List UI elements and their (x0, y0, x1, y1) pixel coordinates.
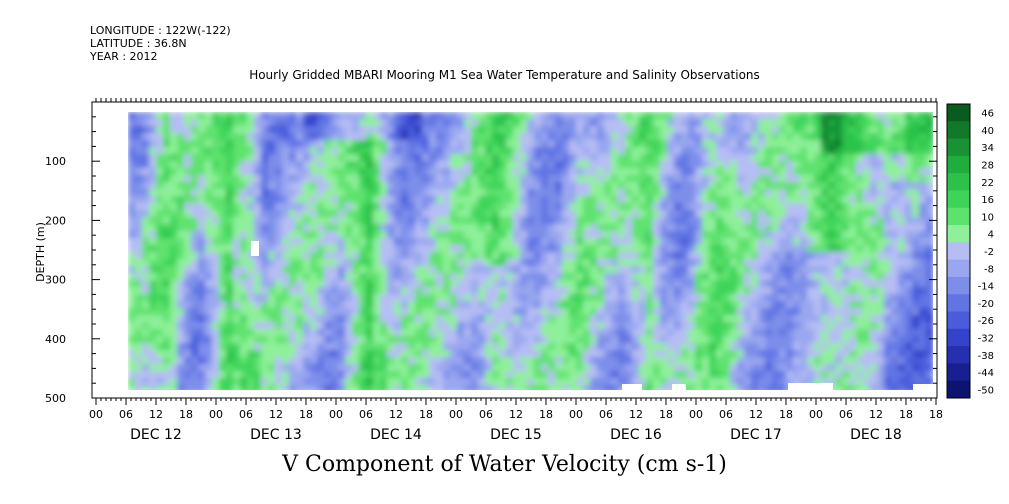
colorbar-swatch (947, 259, 970, 278)
colorbar-label: -50 (978, 385, 994, 396)
colorbar-label: -14 (978, 282, 994, 293)
x-hour-label: 00 (809, 408, 823, 421)
y-tick-label: 200 (45, 214, 66, 227)
x-hour-label: 06 (719, 408, 733, 421)
x-day-label: DEC 15 (490, 427, 542, 443)
colorbar-swatch (947, 104, 970, 122)
colorbar-swatch (947, 242, 970, 261)
x-hour-label: 06 (239, 408, 253, 421)
colorbar-swatch (947, 173, 970, 191)
x-hour-label: 12 (389, 408, 403, 421)
x-hour-label: 06 (839, 408, 853, 421)
x-hour-label: 00 (209, 408, 223, 421)
top-tick-marks (95, 98, 937, 102)
x-hour-label: 12 (509, 408, 523, 421)
colorbar-label: 40 (981, 126, 994, 137)
colorbar-swatch (947, 294, 970, 313)
chart-title: Hourly Gridded MBARI Mooring M1 Sea Wate… (249, 68, 760, 82)
colorbar-swatch (947, 328, 970, 347)
colorbar-label: -44 (978, 368, 994, 379)
colorbar-label: 16 (981, 195, 994, 206)
x-axis: 00 06 12 18 00 06 12 18 00 06 12 18 00 06 12 18 00 06 12 18… (89, 398, 943, 443)
chart-caption: V Component of Water Velocity (cm s-1) (282, 452, 727, 477)
colorbar-label: 34 (981, 143, 994, 154)
latitude-label: LATITUDE : 36.8N (90, 37, 187, 50)
colorbar-label: -8 (984, 264, 994, 275)
colorbar-frame (946, 103, 971, 399)
colorbar-swatch (947, 380, 970, 399)
x-hour-label: 12 (269, 408, 283, 421)
colorbar-swatch (947, 207, 970, 226)
x-hour-label: 18 (779, 408, 793, 421)
colorbar-label: -2 (984, 247, 994, 258)
x-hour-label: 18 (929, 408, 943, 421)
y-tick-label: 100 (45, 155, 66, 168)
y-tick-label: 500 (45, 392, 66, 405)
colorbar-swatch (947, 138, 970, 157)
colorbar-swatch (947, 276, 970, 295)
colorbar-swatch (947, 190, 970, 209)
x-hour-label: 18 (539, 408, 553, 421)
x-day-label: DEC 12 (130, 427, 182, 443)
x-hour-label: 00 (89, 408, 103, 421)
colorbar-label: 4 (988, 230, 994, 241)
x-hour-label: 12 (749, 408, 763, 421)
x-hour-label: 00 (329, 408, 343, 421)
heatmap-field (92, 102, 937, 398)
colorbar-swatch (947, 363, 970, 382)
colorbar-label: -26 (978, 316, 994, 327)
y-axis: 100 200 300 400 500 (45, 116, 937, 405)
x-hour-label: 18 (299, 408, 313, 421)
y-tick-label: 300 (45, 274, 66, 287)
x-day-label: DEC 17 (730, 427, 782, 443)
year-label: YEAR : 2012 (90, 50, 158, 63)
x-day-label: DEC 18 (850, 427, 902, 443)
y-axis-label: DEPTH (m) (34, 222, 47, 282)
colorbar-label: 46 (981, 109, 994, 120)
x-day-label: DEC 14 (370, 427, 422, 443)
colorbar-swatch (947, 155, 970, 174)
colorbar-label: -38 (978, 351, 994, 362)
colorbar: 46 40 34 28 22 16 10 4 -2 -8 -14 -20 -26 -32 -38 -44 -50 (946, 103, 994, 399)
colorbar-label: -32 (978, 333, 994, 344)
x-hour-label: 12 (869, 408, 883, 421)
colorbar-swatch (947, 225, 970, 243)
x-hour-label: 00 (569, 408, 583, 421)
colorbar-label: 28 (981, 161, 994, 172)
x-hour-label: 00 (689, 408, 703, 421)
x-hour-label: 12 (149, 408, 163, 421)
colorbar-label: 22 (981, 178, 994, 189)
x-hour-label: 06 (359, 408, 373, 421)
x-hour-label: 12 (629, 408, 643, 421)
y-tick-label: 400 (45, 333, 66, 346)
x-hour-label: 18 (179, 408, 193, 421)
x-hour-label: 18 (659, 408, 673, 421)
x-hour-label: 18 (899, 408, 913, 421)
x-hour-label: 06 (479, 408, 493, 421)
colorbar-swatch (947, 311, 970, 330)
x-hour-label: 18 (419, 408, 433, 421)
x-day-label: DEC 16 (610, 427, 662, 443)
longitude-label: LONGITUDE : 122W(-122) (90, 24, 231, 37)
x-hour-label: 06 (119, 408, 133, 421)
colorbar-swatch (947, 121, 970, 140)
colorbar-swatch (947, 346, 970, 364)
x-hour-label: 06 (599, 408, 613, 421)
colorbar-label: -20 (978, 299, 994, 310)
x-day-label: DEC 13 (250, 427, 302, 443)
colorbar-label: 10 (981, 212, 994, 223)
x-hour-label: 00 (449, 408, 463, 421)
